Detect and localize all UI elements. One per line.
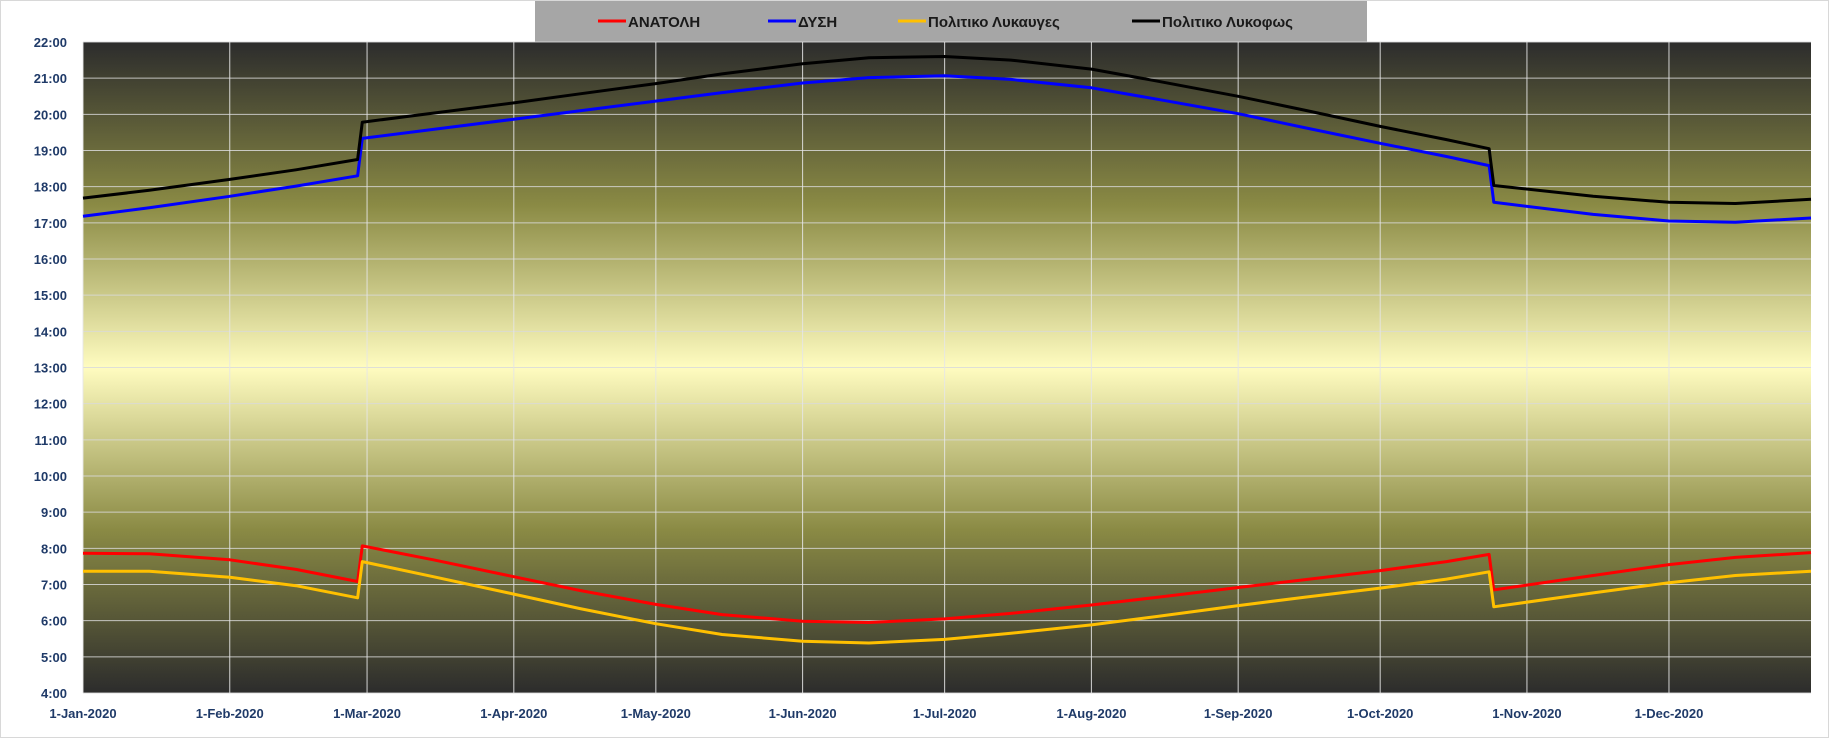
y-tick-label: 18:00 (34, 180, 67, 195)
x-tick-label: 1-Aug-2020 (1056, 706, 1126, 721)
legend-label-1: ΔΥΣΗ (798, 14, 837, 31)
y-tick-label: 15:00 (34, 288, 67, 303)
y-tick-label: 21:00 (34, 71, 67, 86)
x-tick-label: 1-Sep-2020 (1204, 706, 1273, 721)
axes: 4:00 5:00 6:00 7:00 8:00 9:00 10:00 11:00 12:00 1… (34, 35, 1704, 721)
x-tick-label: 1-Jul-2020 (913, 706, 977, 721)
legend-label-3: Πολιτικο Λυκοφως (1162, 14, 1293, 31)
x-tick-label: 1-Nov-2020 (1492, 706, 1561, 721)
x-tick-label: 1-Oct-2020 (1347, 706, 1413, 721)
y-tick-label: 5:00 (41, 650, 67, 665)
y-tick-label: 6:00 (41, 614, 67, 629)
legend: ΑΝΑΤΟΛΗ ΔΥΣΗ Πολιτικο Λυκαυγες Πολιτικο Λυκ… (535, 1, 1367, 42)
y-tick-label: 22:00 (34, 35, 67, 50)
y-tick-label: 17:00 (34, 216, 67, 231)
series-line-0 (82, 544, 1812, 624)
y-tick-label: 8:00 (41, 541, 67, 556)
x-tick-label: 1-Dec-2020 (1635, 706, 1704, 721)
y-tick-label: 19:00 (34, 144, 67, 159)
y-tick-label: 16:00 (34, 252, 67, 267)
legend-box (535, 1, 1367, 42)
x-tick-label: 1-May-2020 (621, 706, 691, 721)
y-tick-label: 14:00 (34, 324, 67, 339)
legend-label-2: Πολιτικο Λυκαυγες (928, 14, 1060, 31)
y-tick-label: 13:00 (34, 361, 67, 376)
y-tick-label: 4:00 (41, 686, 67, 701)
y-tick-label: 11:00 (34, 433, 67, 448)
series-lines (82, 55, 1812, 645)
series-line-1 (82, 74, 1812, 224)
y-tick-label: 10:00 (34, 469, 67, 484)
y-tick-label: 20:00 (34, 107, 67, 122)
y-tick-label: 12:00 (34, 397, 67, 412)
y-tick-label: 7:00 (41, 578, 67, 593)
x-tick-label: 1-Apr-2020 (480, 706, 547, 721)
x-tick-label: 1-Mar-2020 (333, 706, 401, 721)
legend-label-0: ΑΝΑΤΟΛΗ (628, 14, 700, 31)
x-tick-label: 1-Feb-2020 (196, 706, 264, 721)
series-line-3 (82, 55, 1812, 205)
x-tick-label: 1-Jun-2020 (769, 706, 837, 721)
series-line-2 (83, 560, 1812, 645)
y-tick-label: 9:00 (41, 505, 67, 520)
x-tick-label: 1-Jan-2020 (49, 706, 116, 721)
